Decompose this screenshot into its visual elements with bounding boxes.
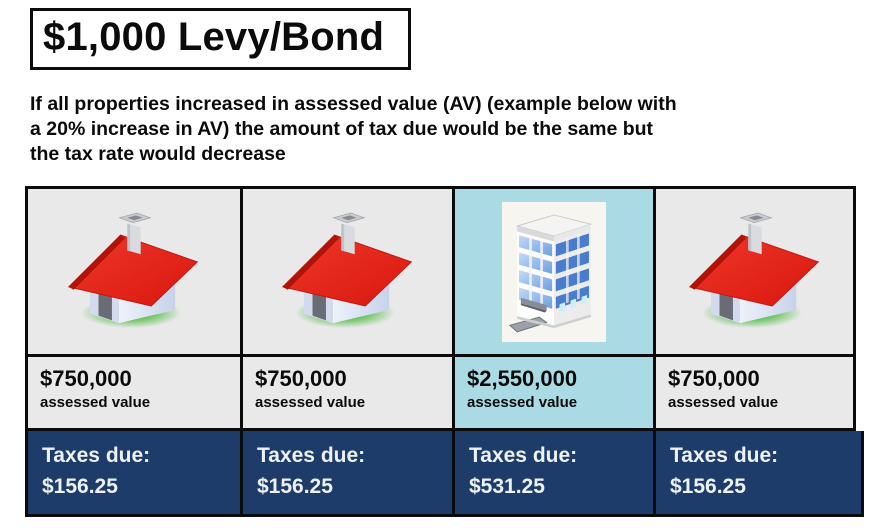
taxes-due-label: Taxes due: <box>469 444 578 467</box>
property-icon-cell-highlighted <box>455 189 656 354</box>
assessed-value: $2,550,000 <box>467 366 578 391</box>
assessed-value-cell-highlighted: $2,550,000 assessed value <box>455 357 656 428</box>
assessed-value-cell: $750,000 assessed value <box>28 357 243 428</box>
house-icon <box>688 212 819 329</box>
assessed-value-label: assessed value <box>668 394 779 412</box>
taxes-due-cell: Taxes due: $531.25 <box>455 431 656 514</box>
property-icon-cell <box>28 189 243 354</box>
assessed-value-label: assessed value <box>255 394 366 412</box>
assessed-value: $750,000 <box>40 366 132 391</box>
page-title: $1,000 Levy/Bond <box>43 15 385 59</box>
tax-comparison-table: $750,000 assessed value $750,000 assesse… <box>25 186 864 517</box>
assessed-value-label: assessed value <box>467 394 578 412</box>
property-icon-cell <box>243 189 455 354</box>
taxes-due-label: Taxes due: <box>670 444 779 467</box>
taxes-due-value: $156.25 <box>42 475 118 498</box>
property-icon-cell <box>656 189 853 354</box>
assessed-value: $750,000 <box>668 366 760 391</box>
office-building-card <box>502 201 606 342</box>
taxes-due-label: Taxes due: <box>42 444 151 467</box>
assessed-value-label: assessed value <box>40 394 151 412</box>
assessed-value-cell: $750,000 assessed value <box>656 357 853 428</box>
house-icon <box>68 212 198 329</box>
office-building-icon <box>509 214 592 332</box>
property-icon-row <box>25 186 856 357</box>
taxes-due-value: $156.25 <box>670 475 746 498</box>
taxes-due-cell: Taxes due: $156.25 <box>656 431 861 514</box>
taxes-due-value: $156.25 <box>257 475 333 498</box>
assessed-value: $750,000 <box>255 366 347 391</box>
taxes-due-cell: Taxes due: $156.25 <box>28 431 243 514</box>
taxes-due-row: Taxes due: $156.25 Taxes due: $156.25 Ta… <box>25 431 864 517</box>
taxes-due-label: Taxes due: <box>257 444 366 467</box>
assessed-value-cell: $750,000 assessed value <box>243 357 455 428</box>
taxes-due-value: $531.25 <box>469 475 545 498</box>
intro-text: If all properties increased in assessed … <box>30 93 677 165</box>
assessed-value-row: $750,000 assessed value $750,000 assesse… <box>25 357 856 431</box>
house-icon <box>281 212 412 329</box>
title-box: $1,000 Levy/Bond <box>30 8 412 70</box>
taxes-due-cell: Taxes due: $156.25 <box>243 431 455 514</box>
